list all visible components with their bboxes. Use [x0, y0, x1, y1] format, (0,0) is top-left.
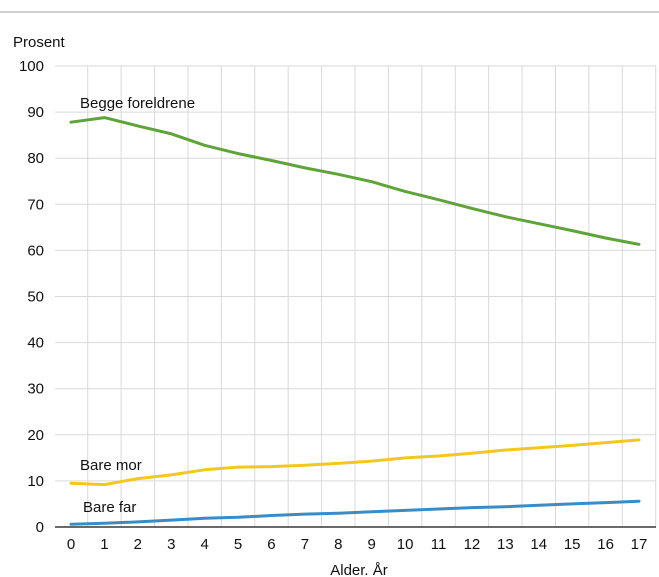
y-tick-label: 40 — [27, 335, 44, 352]
x-axis-title: Alder. År — [330, 562, 388, 577]
series-line-begge-foreldrene — [69, 116, 641, 246]
y-tick-label: 10 — [27, 473, 44, 490]
x-tick-label: 14 — [530, 536, 547, 553]
y-tick-label: 0 — [36, 519, 44, 536]
x-tick-labels: 0 1 2 3 4 5 6 7 8 9 10 11 12 13 14 15 16 17 — [67, 536, 648, 553]
x-tick-label: 11 — [431, 536, 447, 553]
x-tick-label: 12 — [464, 536, 481, 553]
x-tick-label: 4 — [200, 536, 208, 553]
series-label-bare-mor: Bare mor — [80, 457, 142, 474]
x-tick-label: 8 — [334, 536, 342, 553]
y-axis-title: Prosent — [13, 34, 66, 51]
x-tick-label: 7 — [301, 536, 309, 553]
x-tick-label: 2 — [134, 536, 142, 553]
series-line-bare-far — [69, 499, 641, 526]
x-tick-label: 9 — [368, 536, 376, 553]
y-tick-label: 30 — [27, 381, 44, 398]
series-line-bare-mor — [69, 438, 641, 487]
x-tick-label: 3 — [167, 536, 175, 553]
x-tick-label: 0 — [67, 536, 75, 553]
series-label-bare-far: Bare far — [83, 499, 136, 516]
grid-lines — [55, 65, 657, 528]
series-lines — [69, 116, 641, 526]
y-tick-label: 100 — [19, 58, 44, 75]
x-tick-label: 5 — [234, 536, 242, 553]
y-tick-label: 70 — [27, 196, 44, 213]
series-label-begge-foreldrene: Begge foreldrene — [80, 95, 195, 112]
y-tick-label: 60 — [27, 242, 44, 259]
x-tick-label: 1 — [100, 536, 108, 553]
x-tick-label: 10 — [397, 536, 414, 553]
x-tick-label: 13 — [497, 536, 514, 553]
y-tick-label: 90 — [27, 104, 44, 121]
x-tick-label: 16 — [597, 536, 614, 553]
y-tick-label: 80 — [27, 150, 44, 167]
y-tick-label: 20 — [27, 427, 44, 444]
y-tick-label: 50 — [27, 289, 44, 306]
x-tick-label: 15 — [564, 536, 581, 553]
x-tick-label: 17 — [631, 536, 648, 553]
x-tick-label: 6 — [267, 536, 275, 553]
y-tick-labels: 0 10 20 30 40 50 60 70 80 90 100 — [19, 58, 44, 536]
